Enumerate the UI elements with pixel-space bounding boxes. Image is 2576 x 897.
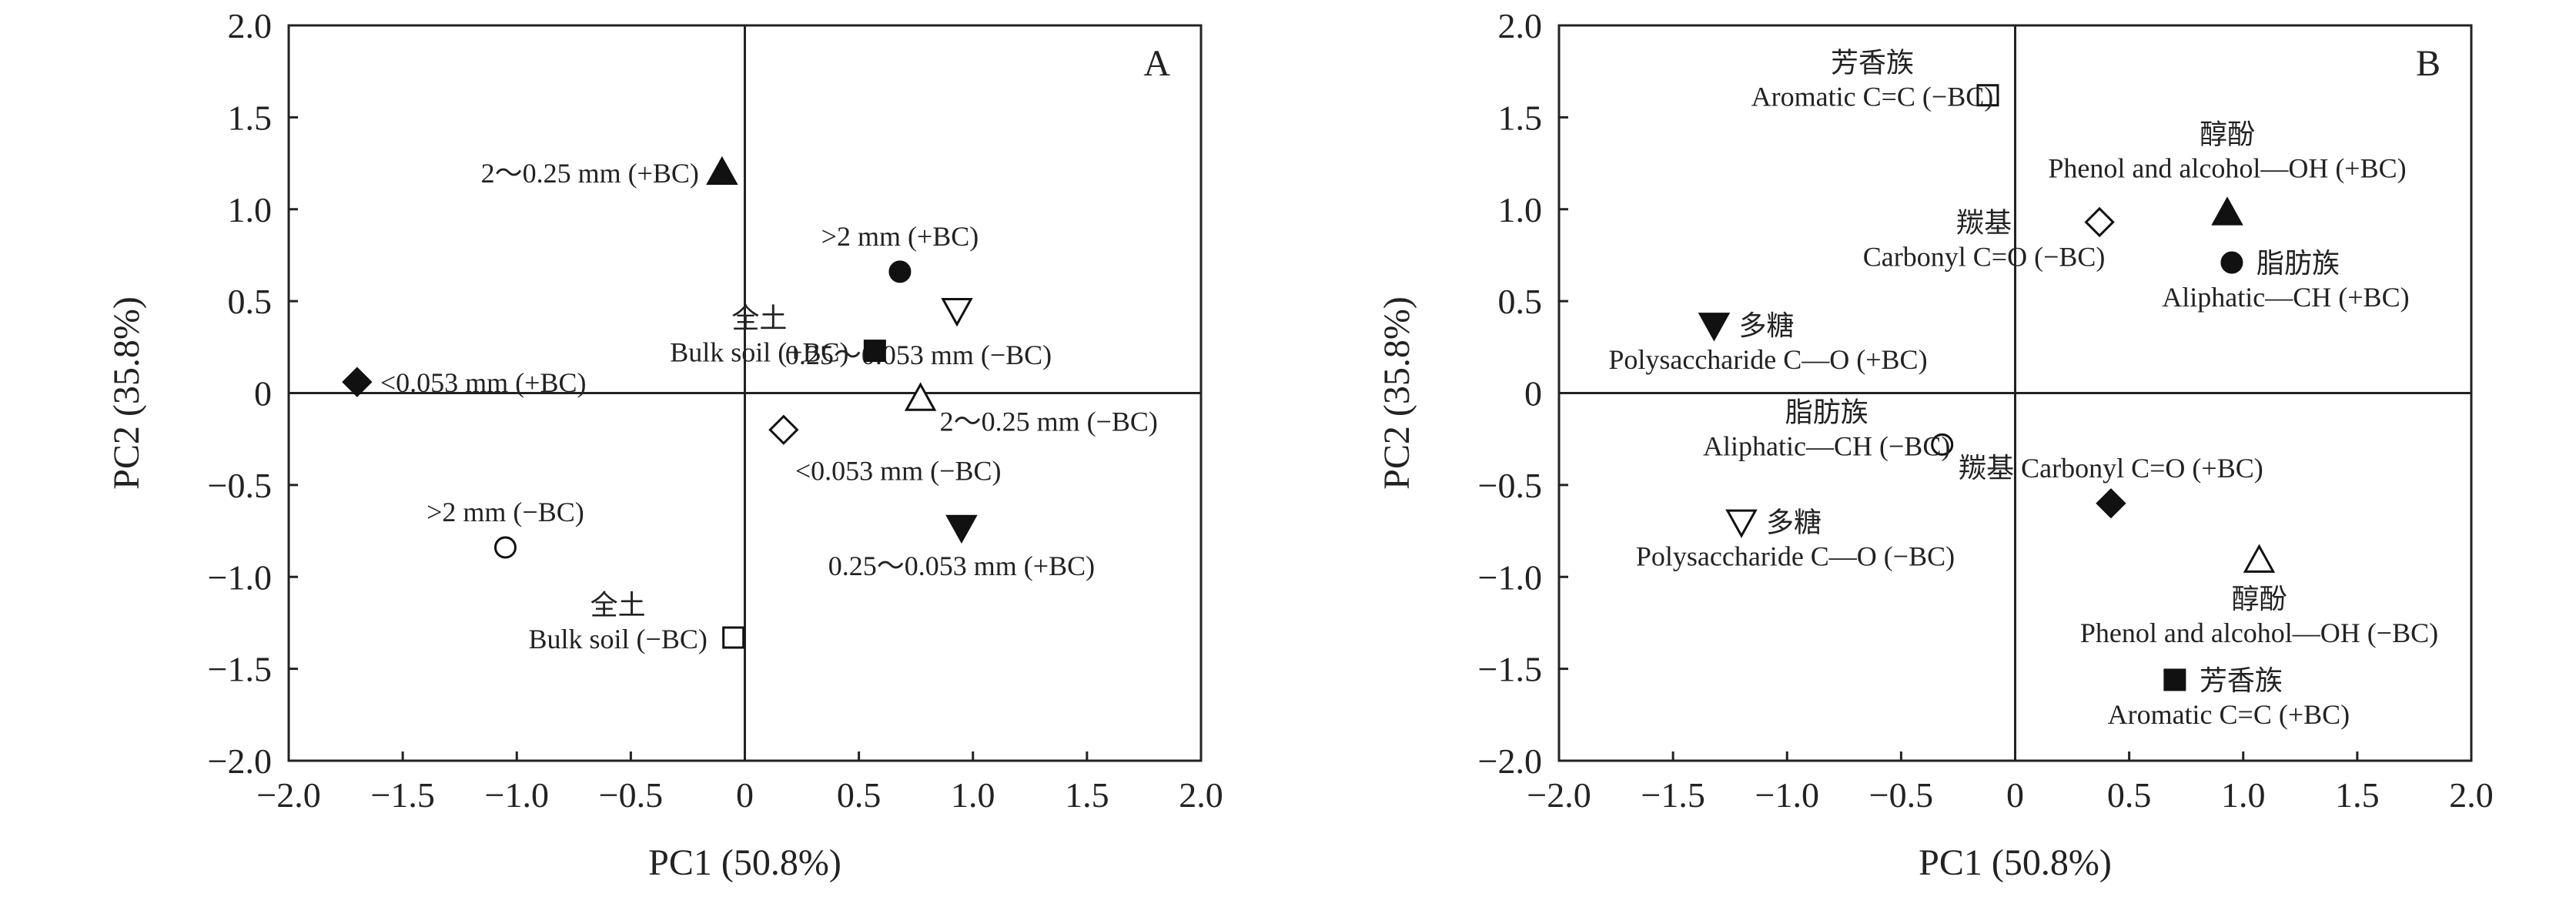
y-tick-label: −0.5 <box>208 466 272 505</box>
y-tick-label: 0 <box>254 374 272 413</box>
y-tick-label: 1.0 <box>1498 190 1543 229</box>
x-tick-label: 1.0 <box>2221 775 2266 815</box>
point-label: 2～0.25 mm (+BC) <box>481 158 699 189</box>
x-tick-label: 1.5 <box>1065 775 1109 815</box>
point-marker-triangle-up <box>2211 196 2243 226</box>
y-tick-label: −2.0 <box>208 741 272 781</box>
point-marker-circle <box>2220 251 2243 274</box>
x-tick-label: 1.5 <box>2335 775 2380 815</box>
point-marker-square <box>1976 84 1999 107</box>
point-marker-square <box>722 626 745 649</box>
y-tick-label: −1.5 <box>1478 650 1542 689</box>
y-tick-label: 1.0 <box>228 190 273 229</box>
x-tick-label: −1.0 <box>485 775 549 815</box>
y-tick-label: −1.0 <box>208 557 272 597</box>
point-label: 0.25～0.053 mm (−BC) <box>785 340 1052 370</box>
y-axis-title: PC2 (35.8%) <box>106 296 147 490</box>
x-tick-label: −1.5 <box>1641 775 1705 815</box>
point-label: 脂肪族 <box>1785 397 1868 427</box>
point-label-line2: Polysaccharide C—O (+BC) <box>1608 344 1927 375</box>
x-axis-title: PC1 (50.8%) <box>1919 842 2112 883</box>
point-label-line2: Carbonyl C=O (−BC) <box>1863 241 2106 272</box>
point-label-line2: Bulk soil (+BC) <box>670 337 848 368</box>
point-label: 多糖 <box>1738 310 1794 341</box>
point-marker-square <box>2163 668 2186 691</box>
y-tick-label: 1.5 <box>228 98 273 137</box>
point-label: 羰基 Carbonyl C=O (+BC) <box>1959 453 2263 484</box>
y-tick-label: −2.0 <box>1478 741 1542 781</box>
point-label: 芳香族 <box>2200 665 2283 696</box>
point-marker-triangle-up <box>706 156 738 186</box>
point-label-line2: Polysaccharide C—O (−BC) <box>1636 541 1955 572</box>
point-marker-diamond <box>2096 488 2126 519</box>
y-tick-label: 2.0 <box>1498 6 1543 45</box>
x-tick-label: −0.5 <box>599 775 663 815</box>
x-axis-title: PC1 (50.8%) <box>648 842 841 883</box>
x-tick-label: 0.5 <box>2107 775 2152 815</box>
x-tick-label: −2.0 <box>1527 775 1591 815</box>
point-label: 羰基 <box>1956 207 2012 238</box>
point-label: 多糖 <box>1766 507 1822 538</box>
panel-b: −2.0 −1.5 −1.0 −0.5 0 0.5 1.0 1.5 2.0 2.0 1.5 1.0 0.… <box>1377 6 2494 883</box>
point-label-line2: Aliphatic—CH (−BC) <box>1703 430 1950 461</box>
point-label: 全土 <box>731 303 787 334</box>
y-tick-label: −0.5 <box>1478 466 1542 505</box>
point-label-line2: Aliphatic—CH (+BC) <box>2162 282 2409 313</box>
point-marker-diamond <box>768 414 799 445</box>
y-tick-label: 1.5 <box>1498 98 1543 137</box>
point-label: >2 mm (+BC) <box>821 221 979 252</box>
x-tick-label: −2.0 <box>256 775 320 815</box>
point-label: 芳香族 <box>1831 48 1914 79</box>
x-tick-label: 0 <box>2006 775 2024 815</box>
point-marker-triangle-down <box>941 298 973 327</box>
point-marker-triangle-up <box>2243 544 2276 573</box>
point-label: 脂肪族 <box>2257 248 2340 279</box>
point-marker-triangle-down <box>945 514 978 544</box>
point-label-line2: Bulk soil (−BC) <box>529 624 708 654</box>
point-label-line2: Phenol and alcohol—OH (−BC) <box>2080 618 2438 648</box>
point-marker-circle <box>493 536 517 559</box>
x-tick-label: 0 <box>736 775 754 815</box>
point-label: 全土 <box>590 590 646 621</box>
x-tick-label: −1.5 <box>370 775 434 815</box>
x-tick-label: −1.0 <box>1755 775 1819 815</box>
point-marker-triangle-up <box>904 382 937 411</box>
point-marker-diamond <box>342 366 373 397</box>
point-label: >2 mm (−BC) <box>427 497 584 527</box>
point-marker-circle <box>1931 433 1954 456</box>
y-tick-label: 0.5 <box>228 282 273 321</box>
point-label: 0.25～0.053 mm (+BC) <box>828 551 1095 581</box>
point-marker-square <box>863 340 886 363</box>
point-label: <0.053 mm (−BC) <box>795 455 1002 486</box>
y-tick-label: 0.5 <box>1498 282 1543 321</box>
y-axis-title: PC2 (35.8%) <box>1377 296 1417 490</box>
panel-a: −2.0 −1.5 −1.0 −0.5 0 0.5 1.0 1.5 2.0 2.0 1.5 1.0 0.… <box>106 6 1223 883</box>
panel-label: A <box>1143 43 1170 84</box>
point-label-line2: Aromatic C=C (−BC) <box>1751 82 1994 112</box>
x-tick-label: 0.5 <box>837 775 882 815</box>
panel-label: B <box>2416 43 2441 84</box>
y-tick-label: 2.0 <box>228 6 273 45</box>
y-tick-label: −1.5 <box>208 650 272 689</box>
x-tick-label: −0.5 <box>1869 775 1933 815</box>
point-label: <0.053 mm (+BC) <box>380 367 587 398</box>
x-tick-label: 2.0 <box>1179 775 1223 815</box>
point-label: 2～0.25 mm (−BC) <box>940 407 1158 437</box>
x-tick-label: 1.0 <box>951 775 995 815</box>
point-marker-circle <box>888 260 912 283</box>
x-tick-label: 2.0 <box>2449 775 2494 815</box>
y-tick-label: 0 <box>1524 374 1542 413</box>
point-marker-diamond <box>2084 206 2115 238</box>
point-label: 醇酚 <box>2200 119 2255 150</box>
point-label-line2: Aromatic C=C (+BC) <box>2108 699 2350 730</box>
point-label-line2: Phenol and alcohol—OH (+BC) <box>2048 153 2406 184</box>
point-label: 醇酚 <box>2231 584 2287 614</box>
y-tick-label: −1.0 <box>1478 557 1542 597</box>
point-marker-triangle-down <box>1698 313 1731 342</box>
point-marker-triangle-down <box>1725 509 1758 538</box>
